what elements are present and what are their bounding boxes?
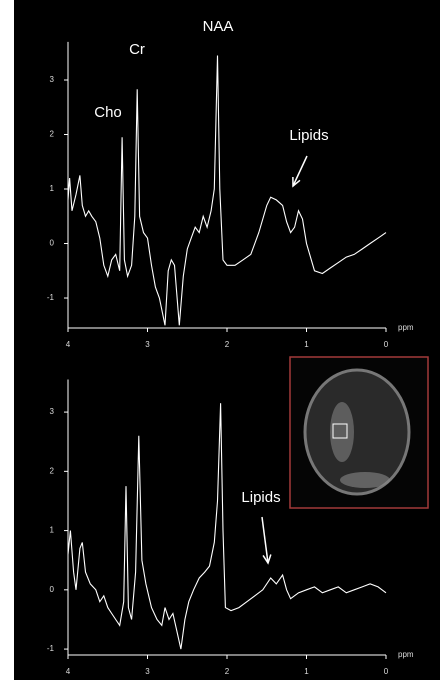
y-tick-label: 1 — [50, 526, 55, 535]
peak-annotation: Lipids — [241, 489, 280, 506]
figure: -1012343210ppmChoCrNAALipids-1012343210p… — [0, 0, 445, 680]
y-tick-label: 3 — [50, 407, 55, 416]
x-tick-label: 4 — [66, 667, 71, 676]
peak-annotation: Cr — [129, 41, 145, 58]
inset-image — [290, 357, 428, 508]
brain-detail — [340, 472, 390, 488]
y-tick-label: 2 — [50, 466, 55, 475]
x-axis-label: ppm — [398, 323, 414, 332]
x-axis-label: ppm — [398, 650, 414, 659]
peak-annotation: NAA — [203, 18, 234, 35]
y-tick-label: 0 — [50, 239, 55, 248]
lesion — [330, 402, 354, 462]
peak-annotation: Cho — [94, 104, 122, 121]
y-tick-label: -1 — [47, 293, 55, 302]
x-tick-label: 2 — [225, 667, 230, 676]
x-tick-label: 3 — [145, 667, 150, 676]
x-tick-label: 0 — [384, 340, 389, 349]
y-tick-label: 1 — [50, 184, 55, 193]
x-tick-label: 4 — [66, 340, 71, 349]
y-tick-label: -1 — [47, 644, 55, 653]
x-tick-label: 1 — [304, 340, 309, 349]
x-tick-label: 1 — [304, 667, 309, 676]
x-tick-label: 2 — [225, 340, 230, 349]
y-tick-label: 3 — [50, 75, 55, 84]
y-tick-label: 2 — [50, 130, 55, 139]
peak-annotation: Lipids — [289, 127, 328, 144]
x-tick-label: 3 — [145, 340, 150, 349]
y-tick-label: 0 — [50, 585, 55, 594]
x-tick-label: 0 — [384, 667, 389, 676]
